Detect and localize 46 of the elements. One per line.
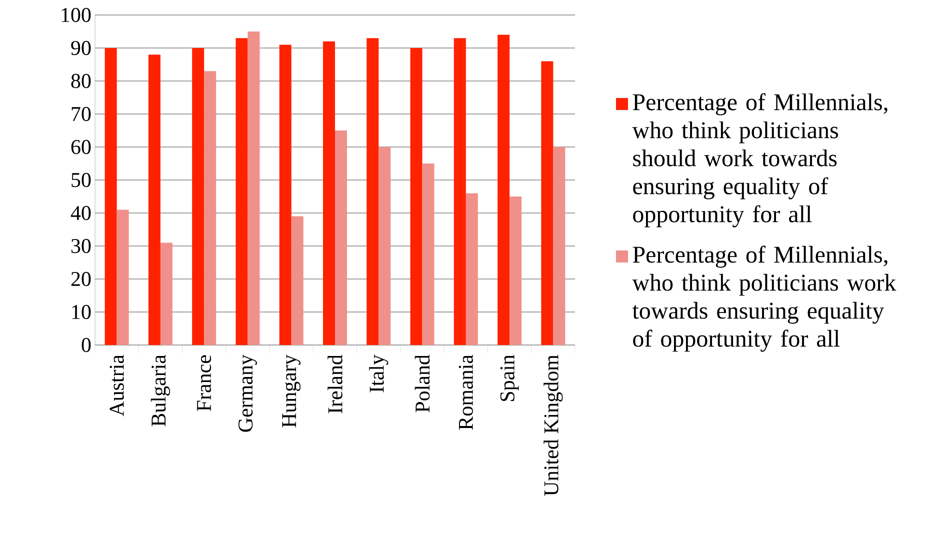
x-tick-label: United Kingdom	[544, 354, 563, 496]
bar	[291, 216, 304, 345]
legend-label: Percentage of Millennials, who think politicians work towards ensuring equality of opportunity for all	[632, 246, 896, 352]
bar	[454, 38, 466, 345]
x-tick-label: Poland	[414, 354, 430, 412]
bar	[204, 71, 216, 345]
bar	[366, 38, 379, 345]
y-tick-label: 10	[72, 304, 91, 320]
x-tick-label: Austria	[110, 354, 124, 416]
bar	[248, 32, 260, 345]
bar	[466, 193, 478, 345]
bar	[160, 242, 172, 345]
bar	[236, 38, 248, 345]
bar	[498, 34, 510, 345]
bar	[104, 48, 117, 345]
bar	[553, 147, 566, 345]
bar	[323, 41, 336, 345]
y-tick-label: 0	[82, 338, 91, 352]
x-tick-label: Romania	[458, 354, 473, 430]
bar	[541, 61, 554, 345]
y-tick-label: 90	[71, 40, 91, 56]
y-tick-label: 30	[71, 238, 91, 254]
y-tick-label: 20	[71, 272, 91, 286]
legend-label: Percentage of Millennials, who think politicians should work towards ensuring equality of opportunity for all	[632, 93, 888, 228]
y-tick-label: 70	[72, 106, 91, 122]
y-tick-label: 50	[72, 172, 91, 188]
bar	[335, 130, 348, 345]
x-tick-label: Italy	[369, 354, 388, 392]
y-tick-label: 60	[71, 140, 91, 154]
x-tick-label: Spain	[500, 354, 519, 401]
x-tick-label: Bulgaria	[150, 354, 170, 426]
y-tick-label: 40	[70, 206, 91, 220]
x-tick-label: Ireland	[328, 354, 342, 414]
bar	[378, 147, 391, 345]
bar	[422, 164, 434, 345]
x-tick-label: France	[197, 355, 212, 412]
bar	[510, 196, 522, 345]
y-tick-label: 80	[71, 74, 91, 88]
x-tick-label: Hungary	[282, 354, 301, 428]
y-tick-label: 100	[62, 8, 91, 22]
bar	[279, 44, 292, 345]
x-tick-label: Germany	[238, 354, 257, 432]
bar	[410, 48, 422, 345]
bar	[116, 210, 129, 345]
bar	[192, 48, 204, 345]
bar	[148, 54, 160, 345]
